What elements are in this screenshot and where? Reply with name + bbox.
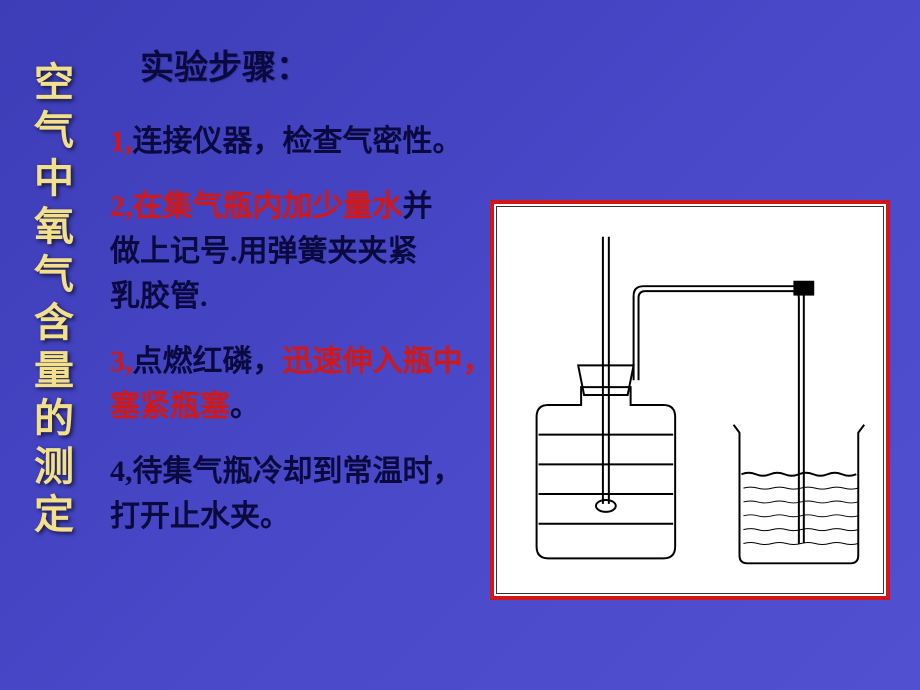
step-3: 3,点燃红磷，迅速伸入瓶中，塞紧瓶塞。 — [110, 339, 510, 429]
step-text-4: 待集气瓶冷却到常温时，打开止水夹。 — [110, 455, 463, 533]
apparatus-diagram — [497, 207, 883, 593]
diagram-inner — [496, 206, 884, 594]
heading: 实验步骤： — [140, 40, 530, 89]
vertical-title-char: 空 — [34, 60, 74, 106]
step-num-3: 3, — [110, 345, 133, 378]
vertical-title-char: 含 — [34, 300, 74, 346]
vertical-title-char: 氧 — [34, 204, 74, 250]
step-text-1: 连接仪器，检查气密性。 — [133, 125, 463, 158]
step-num-1: 1, — [110, 125, 133, 158]
vertical-title-char: 量 — [34, 348, 74, 394]
vertical-title-char: 定 — [34, 492, 74, 538]
step-4: 4,待集气瓶冷却到常温时，打开止水夹。 — [110, 449, 470, 539]
step-text-3: 点燃红磷，迅速伸入瓶中，塞紧瓶塞。 — [110, 345, 493, 423]
diagram-frame — [490, 200, 890, 600]
vertical-title-char: 的 — [34, 396, 74, 442]
vertical-title-char: 测 — [34, 444, 74, 490]
step-num-2: 2, — [110, 190, 133, 223]
step-2: 2,在集气瓶内加少量水并做上记号.用弹簧夹夹紧乳胶管. — [110, 184, 440, 319]
vertical-title: 空气中氧气含量的测定 — [30, 60, 78, 538]
content-area: 实验步骤： 1,连接仪器，检查气密性。 2,在集气瓶内加少量水并做上记号.用弹簧… — [110, 40, 530, 559]
step-text-2: 在集气瓶内加少量水并做上记号.用弹簧夹夹紧乳胶管. — [110, 190, 433, 313]
step-1: 1,连接仪器，检查气密性。 — [110, 119, 530, 164]
vertical-title-char: 中 — [34, 156, 74, 202]
vertical-title-char: 气 — [34, 108, 74, 154]
step-num-4: 4, — [110, 455, 133, 488]
vertical-title-char: 气 — [34, 252, 74, 298]
